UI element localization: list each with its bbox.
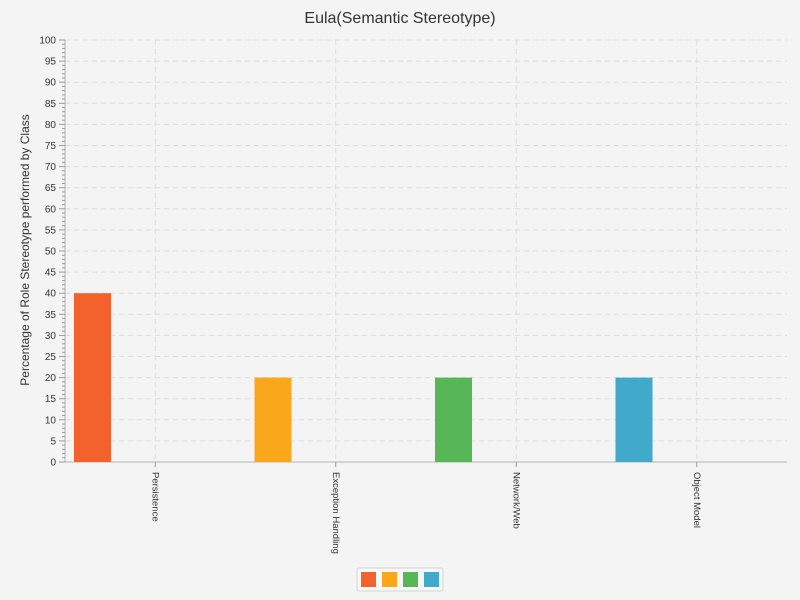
y-tick-labels: 0 5 10 15 20 25 30 35 40 45 50 55 60 65 70 75 80 85 90 95 10… [39, 36, 56, 469]
x-tick-label: Network/Web [510, 472, 521, 529]
bar-object-model[interactable] [615, 377, 653, 462]
y-tick-label: 40 [45, 289, 57, 300]
y-tick-label: 85 [45, 99, 57, 110]
axes [59, 39, 787, 467]
bars [74, 293, 653, 462]
x-tick-label: Exception Handling [330, 472, 341, 554]
y-tick-label: 70 [45, 162, 57, 173]
chart-title: Eula(Semantic Stereotype) [304, 10, 495, 27]
y-tick-label: 55 [45, 225, 57, 236]
y-tick-label: 80 [45, 120, 57, 131]
legend-swatch[interactable] [382, 572, 397, 587]
bar-exception-handling[interactable] [254, 377, 292, 462]
y-tick-label: 20 [45, 373, 57, 384]
legend [356, 567, 444, 592]
y-tick-label: 75 [45, 141, 57, 152]
legend-swatch[interactable] [424, 572, 439, 587]
x-tick-label: Object Model [691, 472, 702, 528]
bar-persistence[interactable] [74, 293, 111, 462]
y-tick-label: 45 [45, 268, 57, 279]
y-tick-label: 100 [39, 36, 56, 47]
y-tick-label: 65 [45, 183, 57, 194]
y-tick-label: 10 [45, 415, 57, 426]
bar-network-web[interactable] [435, 377, 472, 462]
legend-swatch[interactable] [361, 572, 376, 587]
y-tick-label: 50 [45, 247, 57, 258]
y-tick-label: 35 [45, 310, 57, 321]
y-axis-label: Percentage of Role Stereotype performed … [18, 114, 32, 385]
y-tick-label: 5 [50, 436, 56, 447]
y-tick-label: 15 [45, 394, 57, 405]
y-tick-label: 90 [45, 78, 57, 89]
y-tick-label: 95 [45, 57, 57, 68]
y-tick-label: 0 [50, 458, 56, 469]
y-tick-label: 30 [45, 331, 57, 342]
x-tick-labels: Persistence Exception Handling Network/Web… [149, 472, 702, 554]
legend-swatch[interactable] [403, 572, 418, 587]
y-tick-label: 60 [45, 204, 57, 215]
y-tick-label: 25 [45, 352, 57, 363]
x-tick-label: Persistence [149, 472, 160, 522]
legend-box [356, 567, 444, 592]
grid-lines [65, 39, 787, 462]
